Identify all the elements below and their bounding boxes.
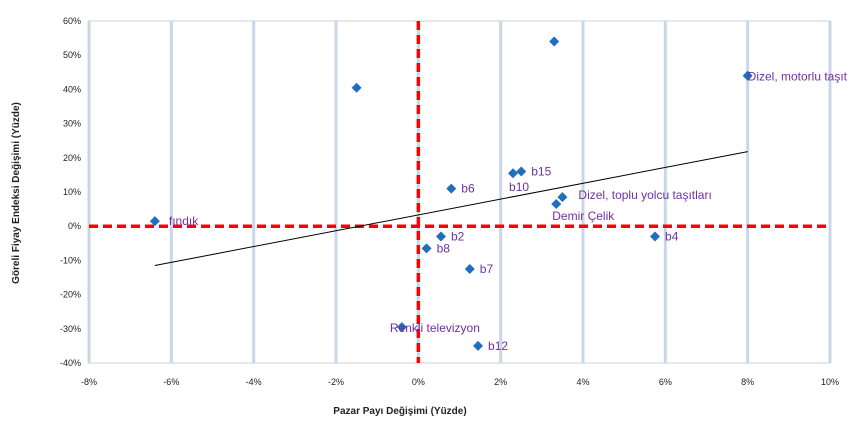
y-tick-label: 10% — [63, 187, 81, 197]
data-point-label: b12 — [488, 339, 508, 353]
data-point-marker — [549, 36, 560, 47]
x-axis-ticks: -8% -6% -4% -2% 0% 2% 4% 6% 8% 10% — [81, 377, 839, 387]
data-point-marker — [557, 192, 568, 203]
data-point-marker — [421, 243, 432, 254]
x-tick-label: 6% — [659, 377, 672, 387]
data-point-label: Demir Çelik — [552, 209, 615, 223]
data-point-marker — [464, 263, 475, 274]
data-point-marker — [435, 231, 446, 242]
x-tick-label: 2% — [494, 377, 507, 387]
y-axis-title: Göreli Fiyay Endeksi Değişimi (Yüzde) — [11, 102, 22, 284]
y-tick-label: -20% — [60, 290, 81, 300]
data-point-marker — [149, 216, 160, 227]
data-point-marker — [396, 322, 407, 333]
grid-lines — [87, 20, 832, 364]
data-point-label: b6 — [461, 182, 475, 196]
data-point-label: fındık — [169, 214, 199, 228]
data-point-label: b2 — [451, 229, 465, 243]
x-tick-label: -4% — [246, 377, 262, 387]
data-point-label: b15 — [531, 164, 551, 178]
y-tick-label: 20% — [63, 153, 81, 163]
data-point-marker — [351, 82, 362, 93]
data-point-marker — [650, 231, 661, 242]
data-point-marker — [446, 183, 457, 194]
x-tick-label: 4% — [576, 377, 589, 387]
trendline-segment — [154, 151, 748, 267]
y-tick-label: 30% — [63, 119, 81, 129]
data-point-label: Dizel, toplu yolcu taşıtları — [578, 188, 711, 202]
x-tick-label: -8% — [81, 377, 97, 387]
plot-frame — [88, 20, 831, 364]
data-point-marker — [742, 70, 753, 81]
y-tick-label: -30% — [60, 324, 81, 334]
x-tick-label: -2% — [328, 377, 344, 387]
y-tick-label: -40% — [60, 358, 81, 368]
x-tick-label: 10% — [821, 377, 839, 387]
data-point-marker — [551, 198, 562, 209]
x-tick-label: -6% — [163, 377, 179, 387]
data-point-label: Renkli televizyon — [390, 321, 480, 335]
data-point-label: Dizel, motorlu taşıt — [748, 70, 848, 84]
y-tick-label: 60% — [63, 16, 81, 26]
data-point-label: b8 — [437, 241, 451, 255]
data-point-label: b10 — [509, 180, 529, 194]
data-points — [149, 36, 753, 351]
y-tick-label: 50% — [63, 50, 81, 60]
y-tick-label: -10% — [60, 255, 81, 265]
x-tick-label: 0% — [412, 377, 425, 387]
y-tick-label: 0% — [68, 221, 81, 231]
y-tick-label: 40% — [63, 84, 81, 94]
reference-lines — [89, 21, 830, 363]
data-point-marker — [473, 340, 484, 351]
x-axis-title: Pazar Payı Değişimi (Yüzde) — [333, 406, 466, 417]
trendline — [154, 151, 748, 267]
x-tick-label: 8% — [741, 377, 754, 387]
y-axis-ticks: -40% -30% -20% -10% 0% 10% 20% 30% 40% 50% 60% — [60, 16, 81, 368]
data-point-label: b4 — [665, 229, 679, 243]
data-point-label: b7 — [480, 262, 494, 276]
data-point-marker — [516, 166, 527, 177]
data-point-marker — [508, 168, 519, 179]
